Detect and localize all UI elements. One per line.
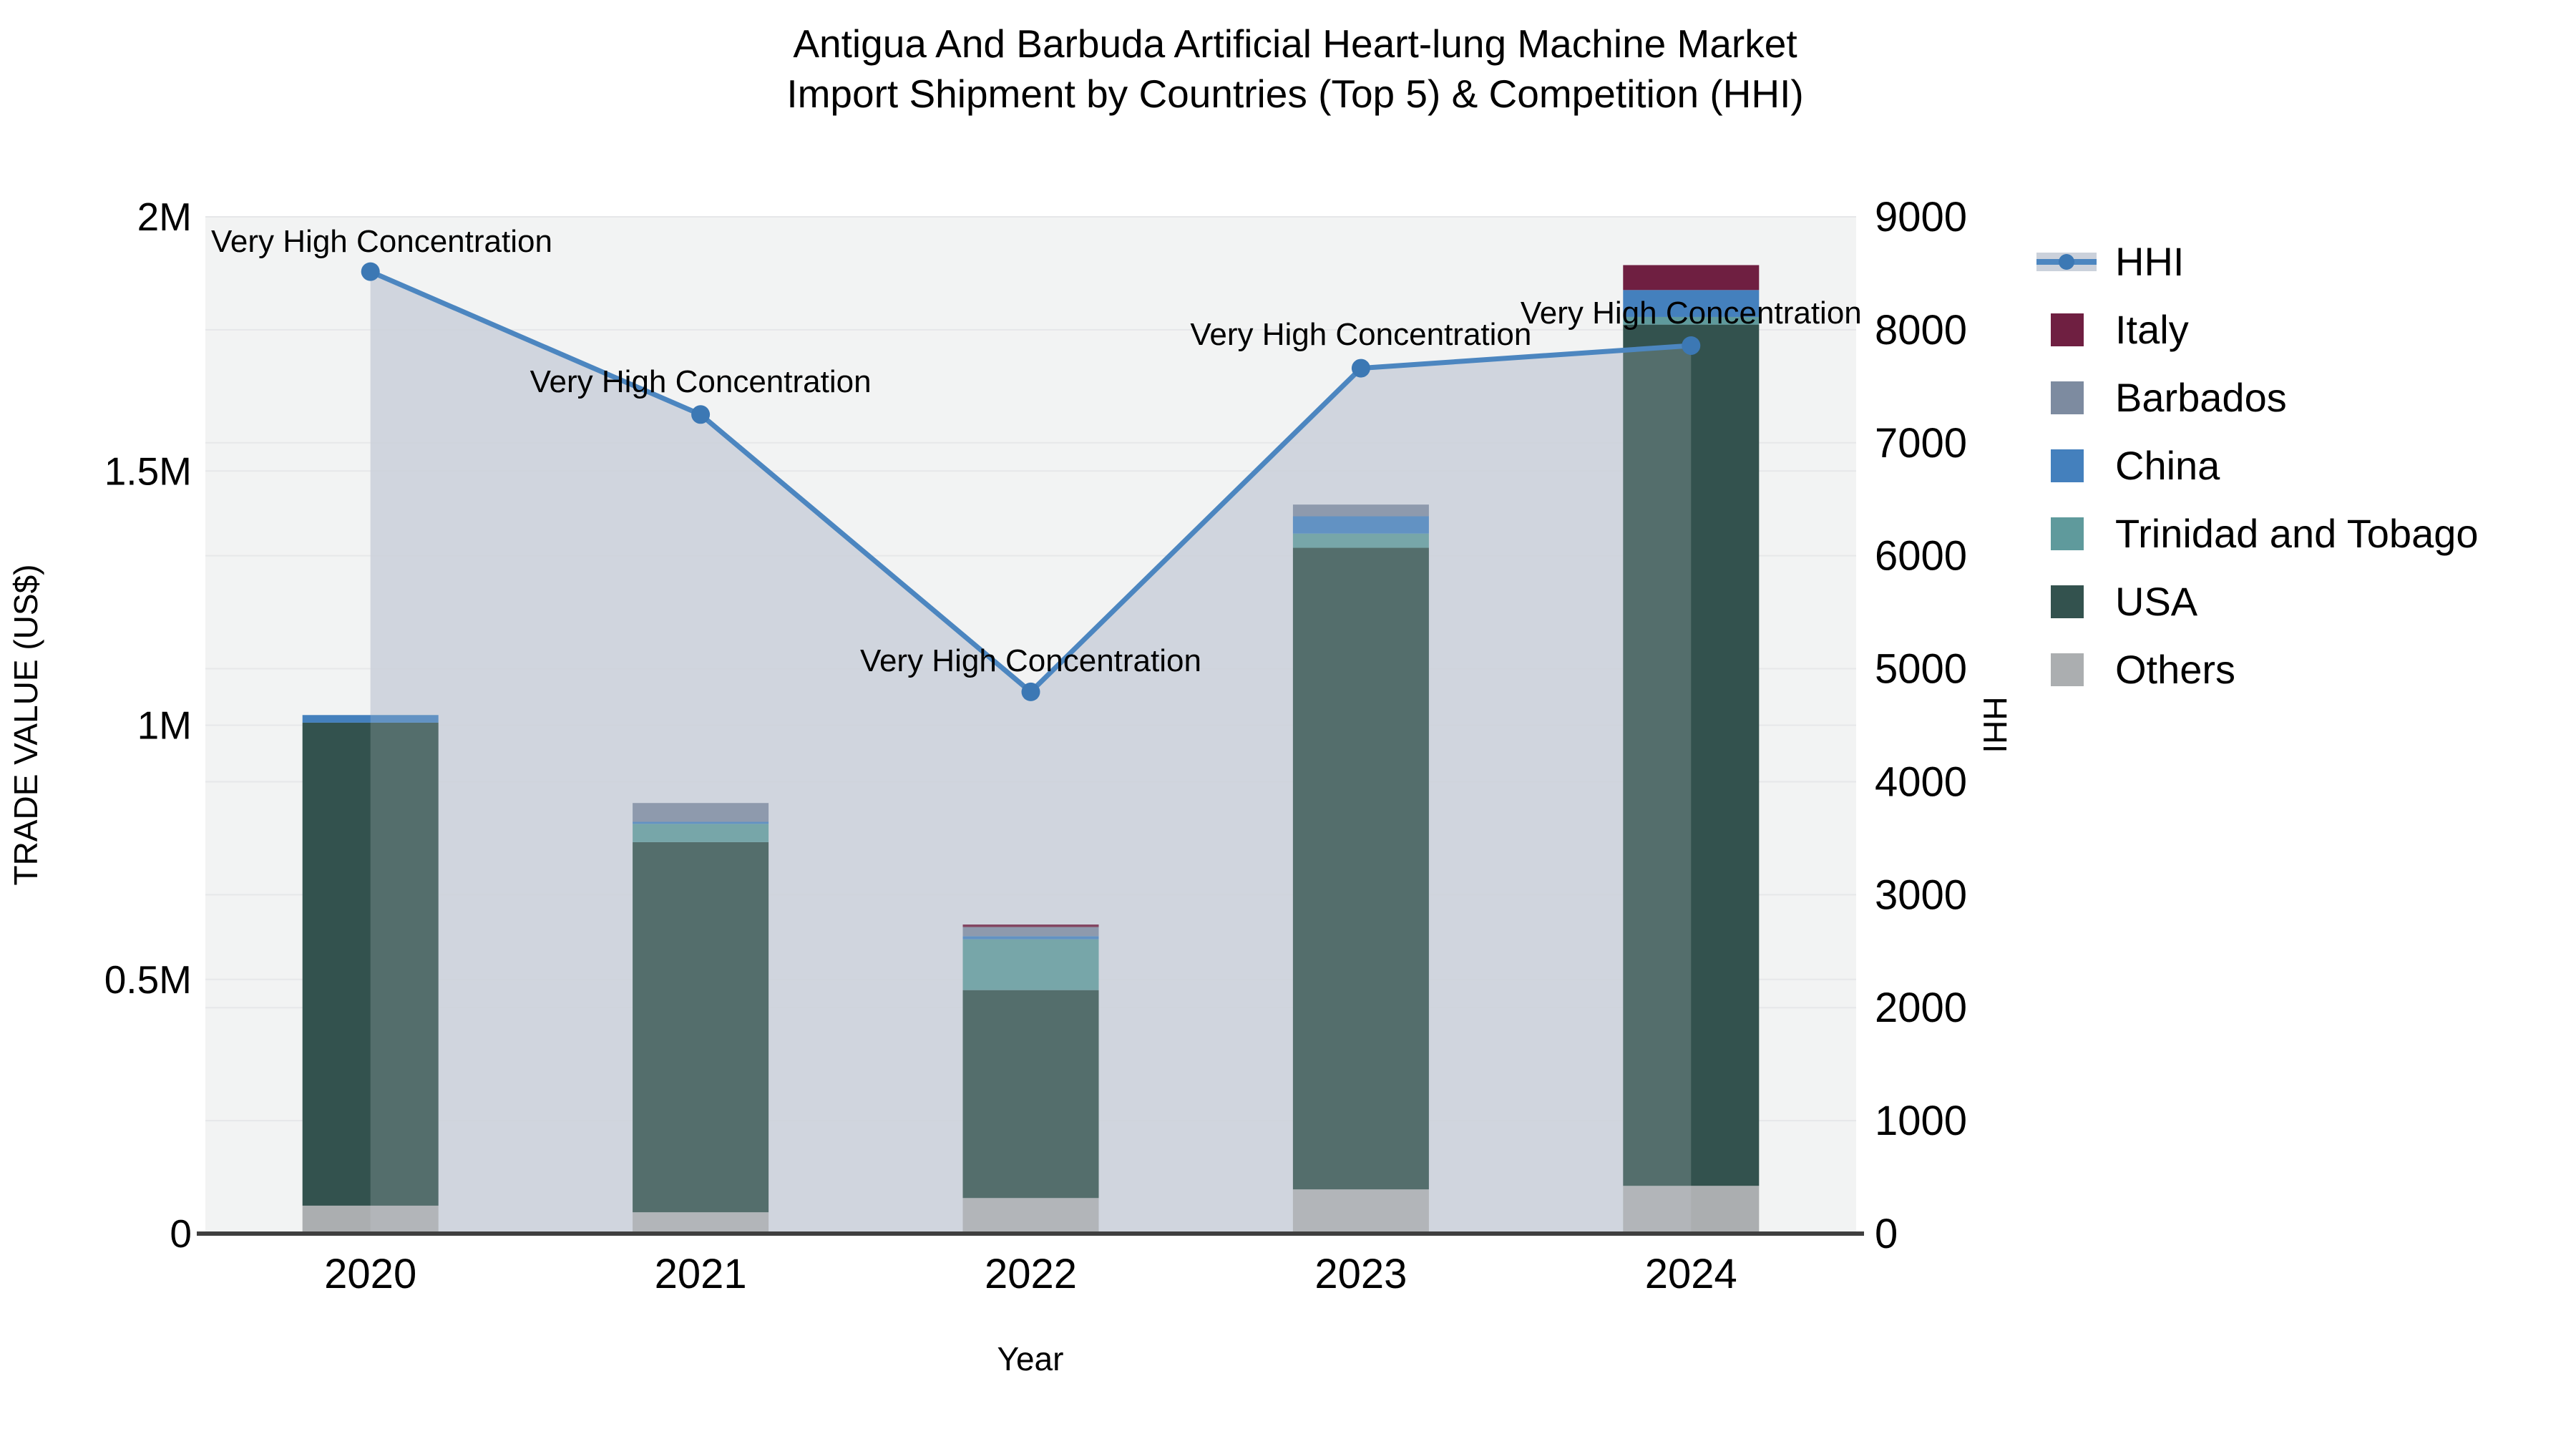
bar-segment-usa-2020[interactable] <box>302 722 439 1206</box>
legend: HHI Italy Barbados China Trinidad and Tobago… <box>2036 228 2479 703</box>
bar-segment-trinidad-and-tobago-2023[interactable] <box>1292 533 1429 548</box>
hhi-area-overlay <box>370 271 1692 1234</box>
legend-swatch-icon <box>2036 585 2097 618</box>
annotation-2023: Very High Concentration <box>1190 317 1531 352</box>
bar-segment-usa-2021[interactable] <box>633 841 769 1213</box>
legend-swatch-icon <box>2036 381 2097 414</box>
hhi-marker-2023[interactable] <box>1351 358 1370 378</box>
legend-label: Others <box>2115 647 2236 692</box>
legend-label: USA <box>2115 579 2198 624</box>
x-tick-2024: 2024 <box>1645 1251 1737 1297</box>
legend-item-barbados[interactable]: Barbados <box>2036 364 2479 431</box>
y-left-tick-0.5M: 0.5M <box>104 957 192 1002</box>
bar-segment-china-2020[interactable] <box>302 715 439 723</box>
x-tick-2021: 2021 <box>655 1251 747 1297</box>
legend-swatch-icon <box>2036 517 2097 550</box>
hhi-marker-2024[interactable] <box>1682 336 1701 355</box>
x-tick-2023: 2023 <box>1314 1251 1407 1297</box>
y-left-tick-1.5M: 1.5M <box>104 449 192 493</box>
legend-swatch-icon <box>2036 653 2097 686</box>
hhi-marker-2022[interactable] <box>1021 682 1040 701</box>
annotation-2021: Very High Concentration <box>530 364 872 399</box>
x-tick-2020: 2020 <box>324 1251 416 1297</box>
bar-segment-italy-2024[interactable] <box>1623 265 1760 291</box>
legend-label: HHI <box>2115 239 2185 284</box>
annotation-2020: Very High Concentration <box>211 224 552 259</box>
bar-segment-usa-2023[interactable] <box>1292 547 1429 1190</box>
legend-item-hhi[interactable]: HHI <box>2036 228 2479 296</box>
y-right-tick-8000: 8000 <box>1875 307 1967 353</box>
bar-segment-barbados-2022[interactable] <box>962 927 1099 937</box>
chart-title-line2: Import Shipment by Countries (Top 5) & C… <box>786 72 1803 116</box>
y-axis-left-title: TRADE VALUE (US$) <box>7 564 44 885</box>
legend-item-italy[interactable]: Italy <box>2036 296 2479 364</box>
legend-label: China <box>2115 443 2220 488</box>
y-left-tick-0: 0 <box>170 1211 192 1256</box>
chart-title-line1: Antigua And Barbuda Artificial Heart-lun… <box>793 21 1797 66</box>
legend-label: Trinidad and Tobago <box>2115 511 2479 556</box>
bar-segment-others-2023[interactable] <box>1292 1189 1429 1234</box>
x-axis-line <box>197 1231 1864 1236</box>
y-left-tick-2M: 2M <box>137 195 192 239</box>
y-right-tick-4000: 4000 <box>1875 758 1967 805</box>
bar-segment-italy-2022[interactable] <box>962 924 1099 927</box>
legend-item-others[interactable]: Others <box>2036 635 2479 703</box>
annotation-2024: Very High Concentration <box>1521 296 1862 331</box>
legend-label: Italy <box>2115 307 2189 352</box>
y-right-tick-9000: 9000 <box>1875 194 1967 240</box>
bar-segment-others-2022[interactable] <box>962 1198 1099 1234</box>
y-right-tick-7000: 7000 <box>1875 420 1967 467</box>
bar-segment-barbados-2021[interactable] <box>633 803 769 822</box>
bar-segment-others-2020[interactable] <box>302 1205 439 1234</box>
hhi-line-icon <box>2036 251 2097 273</box>
hhi-marker-2020[interactable] <box>361 262 380 281</box>
bar-segment-trinidad-and-tobago-2021[interactable] <box>633 824 769 842</box>
y-left-tick-1M: 1M <box>137 703 192 748</box>
x-axis-title: Year <box>997 1340 1064 1377</box>
y-right-tick-0: 0 <box>1875 1211 1898 1257</box>
bar-segment-others-2024[interactable] <box>1623 1186 1760 1234</box>
bar-segment-trinidad-and-tobago-2024[interactable] <box>1623 316 1760 325</box>
bar-segment-trinidad-and-tobago-2022[interactable] <box>962 939 1099 990</box>
hhi-marker-2021[interactable] <box>691 405 711 424</box>
bar-segment-usa-2022[interactable] <box>962 990 1099 1199</box>
y-right-tick-3000: 3000 <box>1875 872 1967 918</box>
legend-item-china[interactable]: China <box>2036 431 2479 499</box>
x-tick-2022: 2022 <box>985 1251 1077 1297</box>
bar-segment-china-2021[interactable] <box>633 821 769 824</box>
bar-segment-china-2022[interactable] <box>962 936 1099 940</box>
bar-segment-barbados-2023[interactable] <box>1292 504 1429 517</box>
y-right-tick-6000: 6000 <box>1875 533 1967 580</box>
bar-segment-china-2024[interactable] <box>1623 290 1760 317</box>
legend-item-usa[interactable]: USA <box>2036 567 2479 635</box>
y-right-tick-2000: 2000 <box>1875 985 1967 1031</box>
annotation-2022: Very High Concentration <box>860 643 1201 678</box>
bar-segment-others-2021[interactable] <box>633 1212 769 1234</box>
y-right-tick-1000: 1000 <box>1875 1098 1967 1144</box>
y-right-tick-5000: 5000 <box>1875 646 1967 693</box>
legend-item-trinidad-and-tobago[interactable]: Trinidad and Tobago <box>2036 499 2479 567</box>
bar-segment-china-2023[interactable] <box>1292 516 1429 534</box>
y-axis-right-title: HHI <box>1976 696 2014 753</box>
bar-segment-usa-2024[interactable] <box>1623 324 1760 1186</box>
legend-label: Barbados <box>2115 375 2287 420</box>
legend-swatch-icon <box>2036 313 2097 346</box>
legend-swatch-icon <box>2036 449 2097 482</box>
